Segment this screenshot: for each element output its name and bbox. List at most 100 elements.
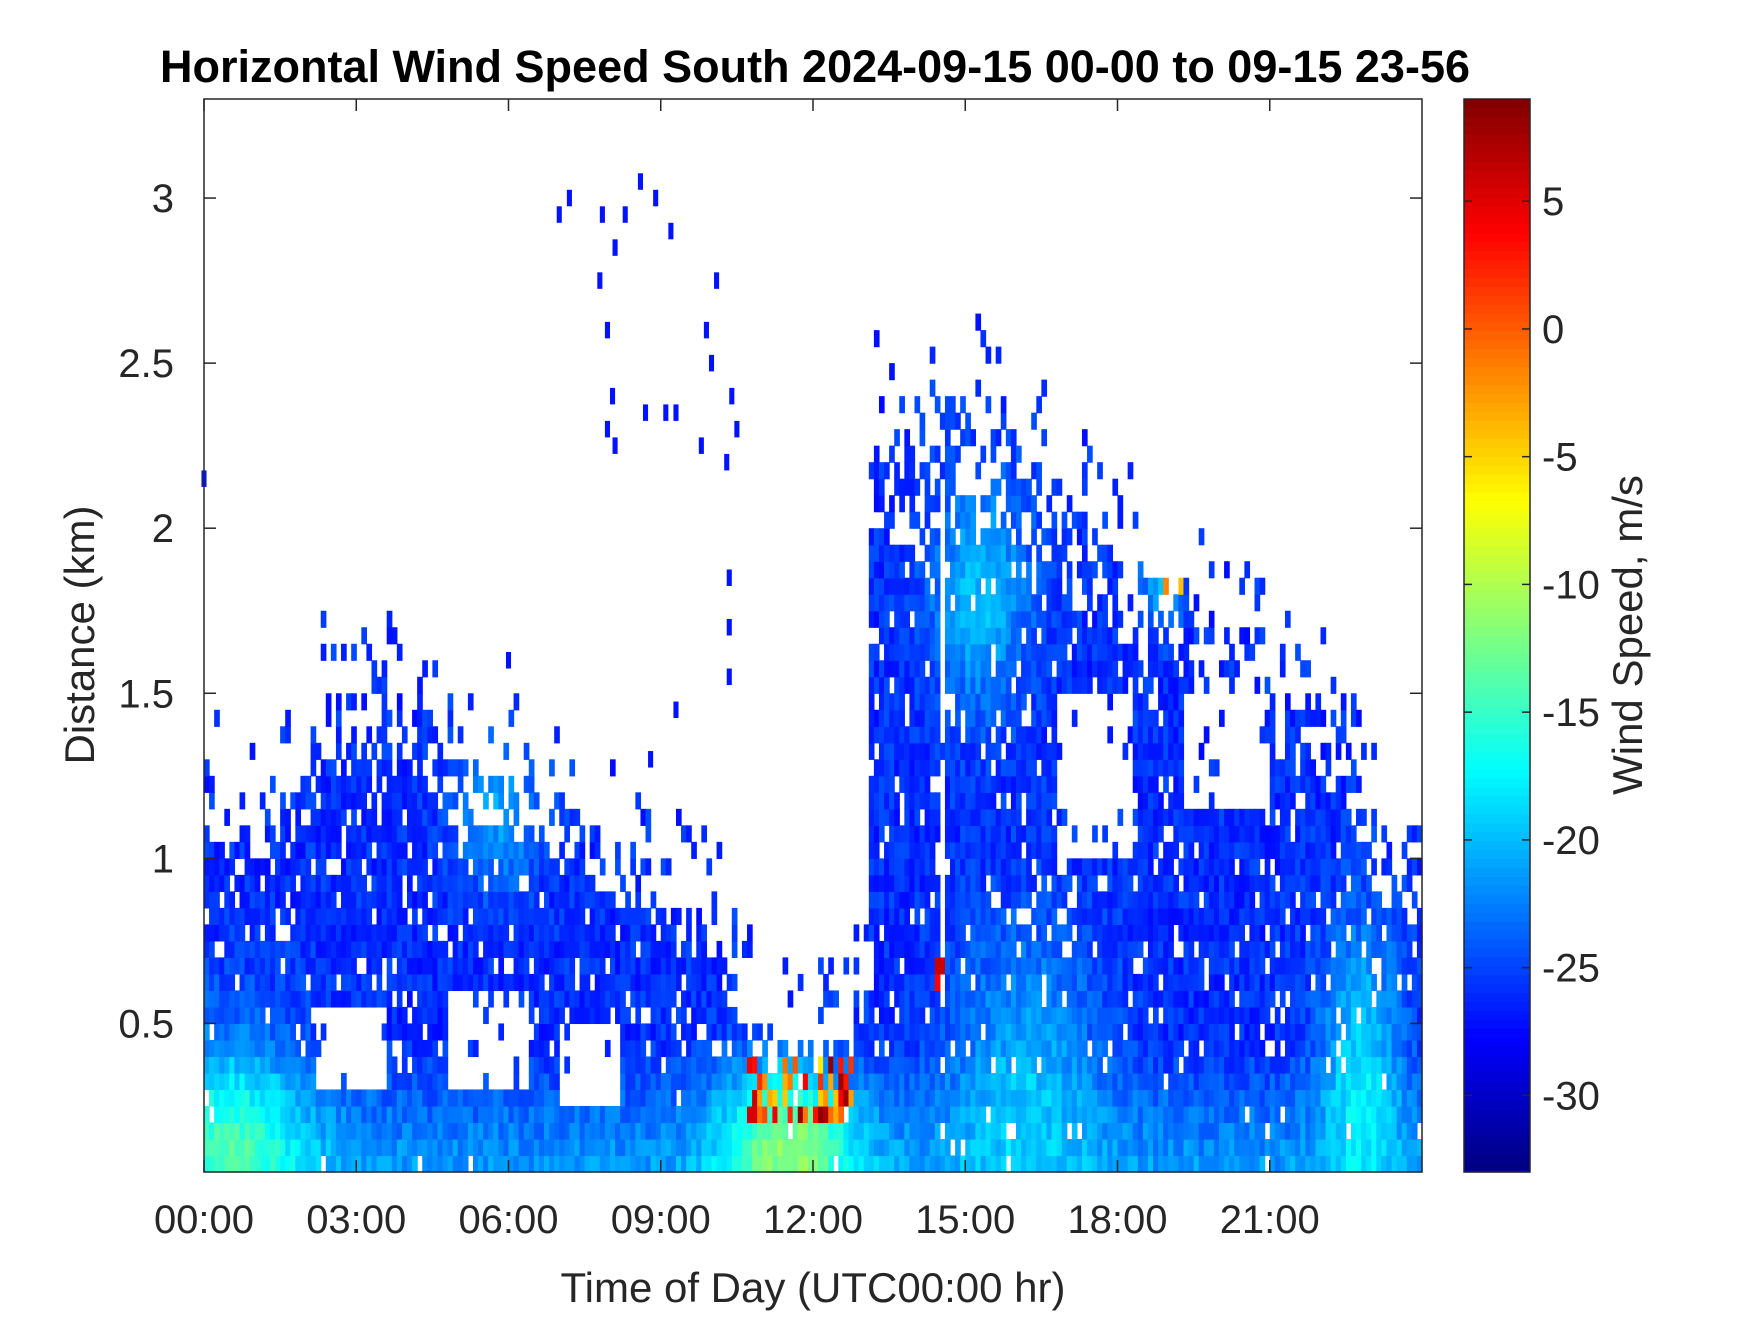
heatmap-cell [919, 973, 926, 992]
heatmap-cell [924, 1105, 931, 1124]
heatmap-cell [1016, 924, 1022, 942]
heatmap-cell [1016, 726, 1022, 744]
heatmap-cell [1178, 610, 1185, 628]
heatmap-cell [1208, 990, 1215, 1008]
heatmap-cell [1127, 957, 1134, 975]
heatmap-cell [325, 907, 332, 925]
heatmap-cell [1239, 841, 1245, 859]
heatmap-cell [356, 841, 362, 859]
heatmap-cell [1279, 957, 1286, 975]
heatmap-cell [533, 957, 540, 975]
heatmap-cell [1168, 759, 1174, 777]
heatmap-cell [1000, 660, 1007, 678]
heatmap-cell [533, 1089, 540, 1107]
heatmap-cell [381, 1122, 388, 1140]
heatmap-cell [1193, 858, 1200, 876]
heatmap-cell [782, 1138, 789, 1157]
heatmap-cell [330, 990, 337, 1008]
heatmap-cell [1097, 1072, 1103, 1091]
heatmap-cell [1290, 1056, 1296, 1074]
heatmap-cell [1213, 1089, 1220, 1107]
heatmap-cell [432, 891, 439, 909]
heatmap-cell [1107, 1155, 1114, 1173]
heatmap-cell [645, 1023, 652, 1041]
heatmap-cell [396, 940, 403, 958]
heatmap-cell [995, 577, 1002, 595]
heatmap-cell [462, 957, 469, 975]
heatmap-cell [401, 841, 408, 859]
heatmap-cell [990, 1023, 997, 1041]
heatmap-cell [980, 841, 987, 859]
heatmap-cell [828, 1155, 834, 1173]
heatmap-cell [884, 1138, 890, 1157]
heatmap-cell [386, 874, 393, 892]
heatmap-cell [1147, 1155, 1154, 1173]
heatmap-cell [929, 973, 936, 992]
heatmap-cell [1117, 858, 1124, 876]
heatmap-cell [452, 759, 459, 777]
heatmap-cell [980, 825, 987, 843]
heatmap-cell [1183, 1138, 1190, 1157]
heatmap-cell [904, 1023, 911, 1041]
heatmap-cell [452, 1105, 459, 1124]
heatmap-cell [675, 1039, 682, 1058]
heatmap-cell [290, 1039, 296, 1058]
heatmap-cell [1097, 627, 1103, 645]
heatmap-cell [1219, 907, 1225, 925]
heatmap-cell [335, 792, 342, 810]
heatmap-cell [1041, 1122, 1048, 1140]
heatmap-cell [1284, 1089, 1291, 1107]
heatmap-cell [934, 1105, 941, 1124]
heatmap-cell [1244, 940, 1251, 958]
heatmap-cell [975, 907, 982, 925]
heatmap-cell [1041, 610, 1048, 628]
heatmap-cell [335, 940, 342, 958]
heatmap-cell [1213, 1023, 1220, 1041]
heatmap-cell [310, 1072, 317, 1091]
heatmap-cell [1274, 957, 1281, 975]
heatmap-cell [1081, 924, 1088, 942]
heatmap-cell [1330, 1072, 1337, 1091]
heatmap-cell [366, 1089, 373, 1107]
heatmap-cell [1259, 874, 1266, 892]
heatmap-cell [280, 1122, 286, 1140]
heatmap-cell [1056, 660, 1063, 678]
heatmap-cell [691, 841, 697, 859]
heatmap-cell [1224, 841, 1230, 859]
heatmap-cell [417, 709, 423, 727]
heatmap-cell [315, 990, 322, 1008]
heatmap-cell [1163, 1006, 1169, 1025]
heatmap-cell [1305, 660, 1311, 678]
heatmap-cell [1188, 627, 1195, 645]
heatmap-cell [589, 874, 596, 892]
heatmap-cell [955, 1089, 961, 1107]
heatmap-cell [1153, 957, 1159, 975]
heatmap-cell [1320, 1072, 1327, 1091]
heatmap-cell [422, 907, 428, 925]
heatmap-cell [1188, 858, 1195, 876]
heatmap-cell [351, 742, 357, 760]
heatmap-cell [478, 775, 484, 793]
heatmap-cell [645, 808, 652, 826]
heatmap-cell [904, 792, 911, 810]
heatmap-cell [660, 940, 667, 958]
heatmap-cell [1081, 1155, 1088, 1173]
heatmap-cell [1173, 808, 1179, 826]
heatmap-cell [1142, 1122, 1149, 1140]
heatmap-cell [980, 957, 987, 975]
heatmap-cell [980, 1072, 987, 1091]
heatmap-cell [919, 676, 926, 694]
heatmap-cell [782, 1056, 789, 1074]
heatmap-cell [310, 940, 317, 958]
heatmap-cell [665, 940, 672, 958]
heatmap-cell [386, 924, 393, 942]
heatmap-cell [579, 858, 586, 876]
heatmap-cell [909, 1089, 916, 1107]
heatmap-cell [1153, 1155, 1159, 1173]
heatmap-cell [1005, 775, 1012, 793]
heatmap-cell [310, 874, 317, 892]
heatmap-cell [1132, 660, 1139, 678]
heatmap-cell [427, 1138, 433, 1157]
heatmap-cell [711, 973, 718, 992]
heatmap-cell [417, 957, 423, 975]
